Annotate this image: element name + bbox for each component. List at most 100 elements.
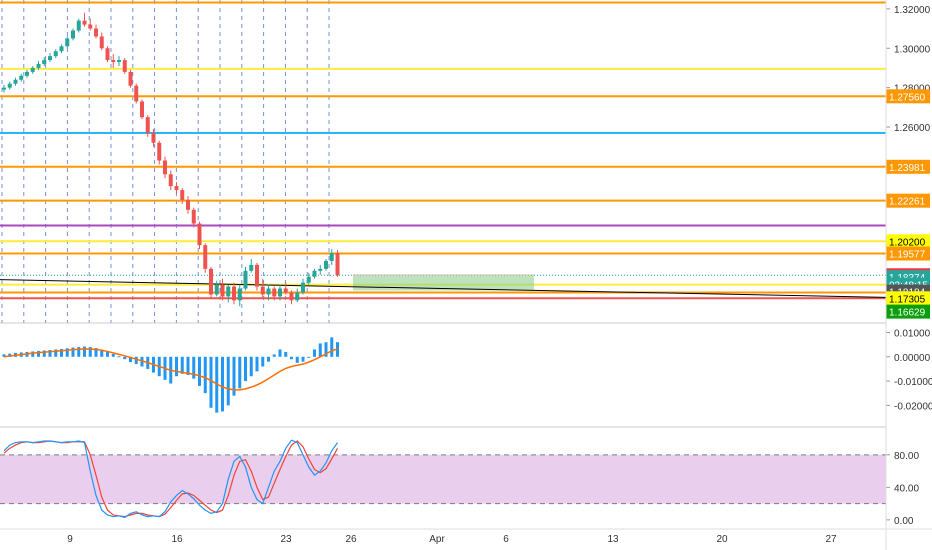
candle-body[interactable] [272, 288, 277, 297]
candle-body[interactable] [255, 264, 259, 287]
candle-body[interactable] [186, 199, 190, 210]
candle-body[interactable] [214, 284, 219, 295]
candle-body[interactable] [191, 209, 196, 224]
time-axis-label: 9 [67, 534, 73, 545]
macd-histogram [2, 337, 339, 413]
candle-body[interactable] [2, 87, 6, 90]
candle-body[interactable] [30, 67, 35, 72]
candle-body[interactable] [266, 288, 271, 295]
candle-body[interactable] [105, 48, 110, 61]
candle-body[interactable] [88, 24, 93, 29]
price-badge[interactable] [886, 246, 930, 261]
level-badge-label: 1.23981 [889, 163, 926, 174]
level-badge[interactable] [886, 193, 930, 208]
macd-bar [301, 356, 305, 362]
position-tool [353, 274, 534, 291]
macd-bar [272, 354, 276, 357]
trendline-group [0, 279, 887, 298]
macd-pane[interactable]: 0.01000 0.00000 -0.01000 -0.02000 [2, 329, 932, 413]
price-badge[interactable] [886, 234, 930, 249]
candle-body[interactable] [117, 60, 121, 63]
price-labels: 1.202001.195771.184751.1837403:48:151.18… [886, 89, 930, 319]
candle-body[interactable] [157, 142, 162, 161]
candle-body[interactable] [59, 46, 64, 52]
candle-body[interactable] [82, 20, 87, 25]
stoch-band [0, 454, 886, 505]
time-axis[interactable]: 9 16 23 26 Apr 6 13 20 27 [67, 534, 837, 545]
candle-body[interactable] [249, 264, 254, 271]
candle-body[interactable] [209, 268, 213, 295]
candle-body[interactable] [128, 71, 133, 86]
candle-body[interactable] [220, 284, 225, 297]
candle-body[interactable] [278, 288, 282, 297]
candle-body[interactable] [180, 190, 185, 200]
candle-body[interactable] [295, 292, 300, 301]
stoch-k-line[interactable] [3, 439, 338, 519]
macd-bar [307, 356, 311, 358]
level-badge[interactable] [886, 159, 930, 174]
macd-bar [2, 354, 6, 357]
trendline[interactable] [0, 279, 887, 298]
candle-body[interactable] [324, 260, 328, 269]
candle-body[interactable] [312, 270, 317, 277]
price-pane[interactable]: 1.32000 1.30000 1.28000 1.26000 1.20200 1.19… [0, 0, 931, 323]
macd-bar [238, 356, 242, 389]
candle-body[interactable] [237, 288, 242, 301]
candle-body[interactable] [71, 30, 75, 39]
candle-body[interactable] [134, 85, 139, 102]
candle-body[interactable] [151, 132, 156, 143]
candle-body[interactable] [140, 101, 144, 118]
macd-bar [111, 353, 115, 357]
candle-body[interactable] [168, 174, 173, 187]
macd-bar [330, 337, 334, 357]
candle-body[interactable] [289, 292, 294, 301]
candle-body[interactable] [65, 38, 70, 47]
stochastic-pane[interactable]: 80.00 40.00 0.00 [0, 439, 919, 527]
price-badge[interactable] [886, 291, 930, 306]
macd-bar [83, 346, 86, 357]
candle-body[interactable] [122, 60, 127, 72]
candle-body[interactable] [99, 36, 104, 49]
candle-body[interactable] [111, 60, 116, 63]
stoch-lines [3, 439, 339, 519]
stoch-axis-label: 0.00 [894, 516, 914, 527]
candle-body[interactable] [226, 286, 231, 297]
candle-body[interactable] [301, 282, 305, 293]
macd-signal-line[interactable] [3, 348, 338, 391]
candle-body[interactable] [174, 186, 179, 191]
macd-bar [48, 349, 52, 357]
macd-axis-label: 0.00000 [894, 353, 931, 364]
candle-body[interactable] [48, 56, 52, 61]
macd-bar [232, 356, 236, 396]
candle-body[interactable] [163, 160, 167, 175]
candle-body[interactable] [25, 71, 29, 76]
macd-bar [129, 356, 132, 363]
candle-body[interactable] [42, 60, 47, 65]
candle-body[interactable] [53, 51, 58, 57]
candle-body[interactable] [197, 223, 202, 246]
candle-body[interactable] [318, 268, 323, 271]
time-axis-label: 26 [345, 534, 357, 545]
candle-body[interactable] [145, 117, 150, 133]
candle-body[interactable] [7, 83, 12, 88]
candle-body[interactable] [36, 64, 41, 68]
candle-body[interactable] [260, 286, 265, 295]
candle-body[interactable] [203, 245, 208, 269]
position-stop-zone[interactable] [353, 274, 534, 276]
candle-body[interactable] [13, 79, 18, 84]
candle-body[interactable] [306, 276, 311, 283]
candle-body[interactable] [94, 28, 98, 37]
macd-bar [31, 351, 35, 357]
candle-body[interactable] [283, 288, 288, 293]
candle-body[interactable] [243, 270, 248, 289]
candle-body[interactable] [232, 286, 236, 301]
candle-body[interactable] [76, 20, 81, 31]
price-badge-label: 1.20200 [889, 237, 926, 248]
candle-body[interactable] [329, 253, 334, 261]
level-badge[interactable] [886, 89, 930, 104]
position-target-zone[interactable] [353, 275, 534, 291]
candle-body[interactable] [19, 75, 24, 80]
candle-body[interactable] [335, 253, 340, 276]
price-badge[interactable] [886, 304, 930, 319]
